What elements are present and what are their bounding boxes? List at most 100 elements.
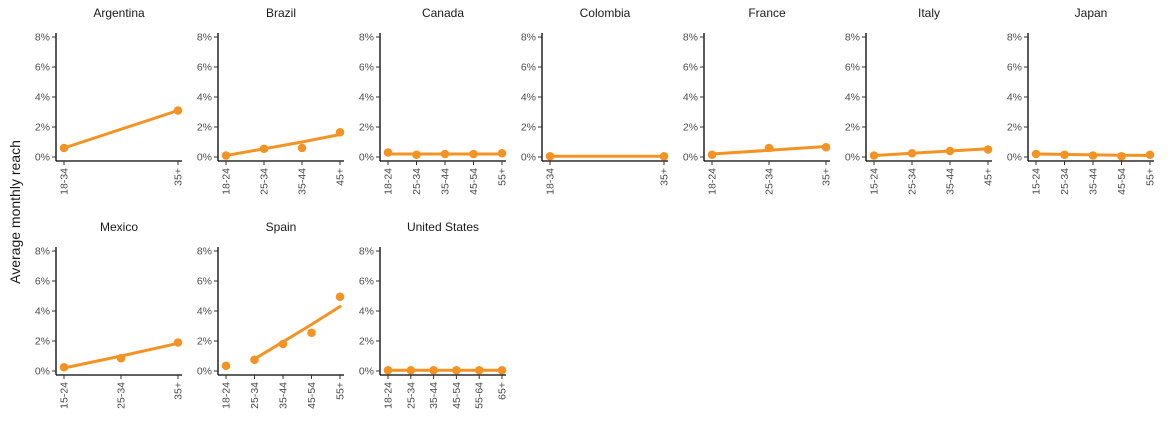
- data-point: [869, 151, 879, 160]
- data-point: [707, 150, 717, 160]
- data-point: [497, 148, 507, 158]
- y-tick-label: 0%: [359, 366, 374, 378]
- y-tick-label: 6%: [197, 276, 212, 288]
- y-tick-label: 4%: [359, 306, 374, 318]
- x-tick-label: 25-34: [116, 382, 128, 409]
- y-tick-label: 0%: [197, 366, 212, 378]
- x-tick-label: 15-24: [869, 168, 881, 195]
- x-tick-label: 35-44: [278, 382, 290, 409]
- y-tick-label: 0%: [197, 152, 212, 164]
- data-point: [545, 151, 555, 161]
- panel-title: United States: [407, 220, 479, 234]
- x-tick-label: 35+: [659, 168, 671, 186]
- trend-line: [872, 147, 990, 157]
- panel-argentina: Argentina 0% 2% 4% 6% 8% 18-34 35+: [35, 6, 185, 195]
- x-tick-label: 35-44: [945, 168, 957, 195]
- x-tick-label: 35-44: [1088, 168, 1100, 195]
- y-tick-label: 8%: [359, 32, 374, 44]
- trend-line: [224, 133, 342, 157]
- data-point: [1088, 151, 1098, 160]
- y-tick-label: 2%: [683, 122, 698, 134]
- data-point: [907, 148, 917, 158]
- y-tick-label: 6%: [359, 276, 374, 288]
- x-tick-label: 55+: [1145, 168, 1157, 186]
- x-tick-label: 45-54: [306, 382, 318, 409]
- x-tick-label: 15-24: [59, 382, 71, 409]
- data-point: [983, 145, 993, 154]
- panel-title: France: [748, 6, 786, 20]
- data-point: [1060, 150, 1069, 160]
- y-tick-label: 6%: [35, 62, 50, 74]
- data-point: [335, 127, 345, 137]
- x-tick-label: 55-64: [474, 382, 486, 409]
- y-tick-label: 0%: [35, 152, 50, 164]
- panel-japan: Japan 0% 2% 4% 6% 8% 15-24 25-34 35-44 45-54 55+: [1007, 6, 1157, 195]
- y-tick-label: 2%: [35, 336, 50, 348]
- x-tick-label: 15-24: [1031, 168, 1043, 195]
- x-tick-label: 35+: [821, 168, 833, 186]
- panel-title: Argentina: [93, 6, 145, 20]
- y-tick-label: 4%: [683, 92, 698, 104]
- data-point: [383, 148, 393, 157]
- data-point: [497, 365, 507, 375]
- y-tick-label: 8%: [35, 32, 50, 44]
- data-point: [659, 151, 669, 161]
- x-tick-label: 25-34: [259, 168, 271, 195]
- y-tick-label: 8%: [197, 32, 212, 44]
- y-tick-label: 0%: [1007, 152, 1022, 164]
- y-tick-label: 2%: [521, 122, 536, 134]
- data-point: [469, 149, 478, 159]
- trend-line: [62, 109, 180, 150]
- x-tick-label: 25-34: [1059, 168, 1071, 195]
- y-tick-label: 4%: [1007, 92, 1022, 104]
- y-tick-label: 4%: [197, 92, 212, 104]
- x-tick-label: 45+: [983, 168, 995, 186]
- trend-line: [253, 305, 342, 361]
- data-point: [764, 143, 774, 153]
- data-point: [278, 339, 288, 349]
- x-tick-label: 45-54: [451, 382, 463, 409]
- y-tick-label: 4%: [845, 92, 860, 104]
- y-tick-label: 6%: [1007, 62, 1022, 74]
- x-tick-label: 18-24: [383, 168, 395, 195]
- x-tick-label: 25-34: [405, 382, 417, 409]
- y-tick-label: 6%: [35, 276, 50, 288]
- x-tick-label: 35-44: [428, 382, 440, 409]
- y-tick-label: 6%: [845, 62, 860, 74]
- y-tick-label: 0%: [521, 152, 536, 164]
- x-tick-label: 45+: [335, 168, 347, 186]
- x-tick-label: 25-34: [249, 382, 261, 409]
- x-tick-label: 55+: [497, 168, 509, 186]
- panel-united-states: United States 0% 2% 4% 6% 8% 18-24 25-34 35-44 45…: [359, 220, 509, 409]
- x-tick-label: 45-54: [468, 168, 480, 195]
- x-tick-label: 35+: [173, 168, 185, 186]
- data-point: [173, 338, 183, 347]
- data-point: [250, 355, 259, 365]
- y-tick-label: 2%: [197, 336, 212, 348]
- x-tick-label: 45-54: [1116, 168, 1128, 195]
- data-point: [383, 365, 393, 375]
- y-tick-label: 8%: [35, 246, 50, 258]
- y-tick-label: 2%: [197, 122, 212, 134]
- y-tick-label: 4%: [197, 306, 212, 318]
- data-point: [412, 150, 421, 160]
- x-tick-label: 55+: [335, 382, 347, 400]
- data-point: [221, 151, 231, 160]
- data-point: [474, 365, 484, 375]
- x-tick-label: 18-24: [221, 382, 233, 409]
- panel-mexico: Mexico 0% 2% 4% 6% 8% 15-24 25-34 35+: [35, 220, 185, 409]
- panel-title: Mexico: [100, 220, 138, 234]
- data-point: [821, 142, 831, 152]
- panel-title: Canada: [422, 6, 464, 20]
- x-tick-label: 25-34: [411, 168, 423, 195]
- y-tick-label: 8%: [683, 32, 698, 44]
- y-tick-label: 6%: [683, 62, 698, 74]
- y-tick-label: 4%: [35, 92, 50, 104]
- data-point: [259, 144, 269, 154]
- x-tick-label: 18-34: [59, 168, 71, 195]
- x-tick-label: 35+: [173, 382, 185, 400]
- data-point: [1145, 150, 1155, 160]
- data-point: [297, 143, 307, 153]
- data-point: [173, 106, 183, 115]
